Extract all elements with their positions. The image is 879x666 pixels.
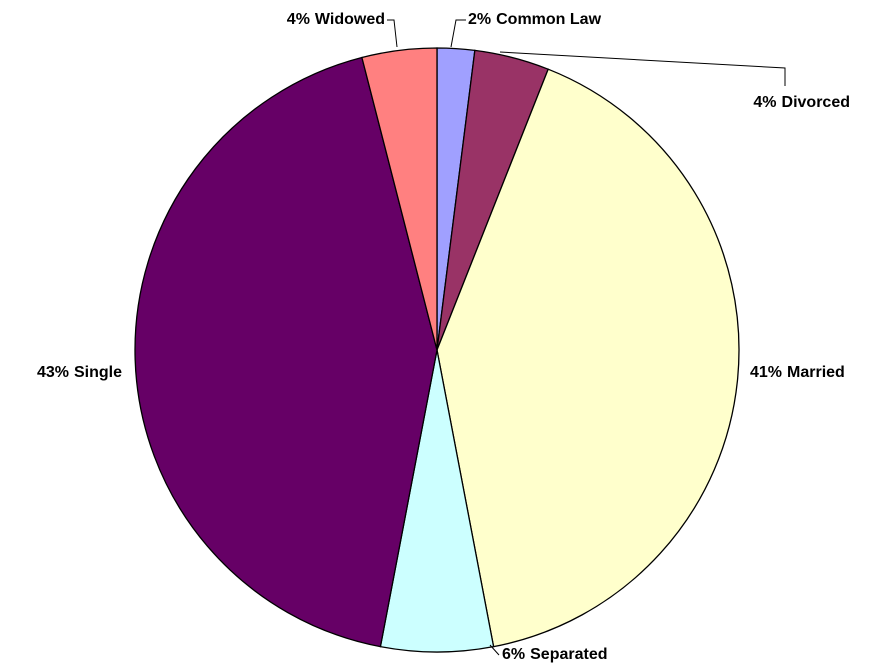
label-value: 41% — [750, 364, 782, 381]
data-label: 6% Separated — [502, 646, 608, 663]
data-label: 4% Widowed — [287, 11, 385, 28]
label-value: 4% — [753, 94, 776, 111]
label-category: Common Law — [496, 11, 601, 28]
pie-slice — [436, 68, 740, 648]
data-label: 2% Common Law — [468, 11, 602, 28]
leader-line — [450, 19, 466, 48]
label-value: 4% — [287, 11, 310, 28]
label-category: Divorced — [782, 94, 850, 111]
label-value: 43% — [37, 364, 69, 381]
label-category: Widowed — [315, 11, 385, 28]
data-label: 4% Divorced — [753, 94, 850, 111]
label-value: 2% — [468, 11, 491, 28]
data-label: 43% Single — [37, 364, 122, 381]
leader-line — [387, 19, 398, 48]
leader-line — [489, 644, 500, 656]
label-category: Single — [74, 364, 122, 381]
data-label: 41% Married — [750, 364, 845, 381]
label-category: Separated — [530, 646, 607, 663]
leader-line — [499, 51, 786, 86]
label-category: Married — [787, 364, 845, 381]
pie-slice — [361, 47, 438, 351]
label-value: 6% — [502, 646, 525, 663]
pie-slice — [134, 56, 438, 648]
